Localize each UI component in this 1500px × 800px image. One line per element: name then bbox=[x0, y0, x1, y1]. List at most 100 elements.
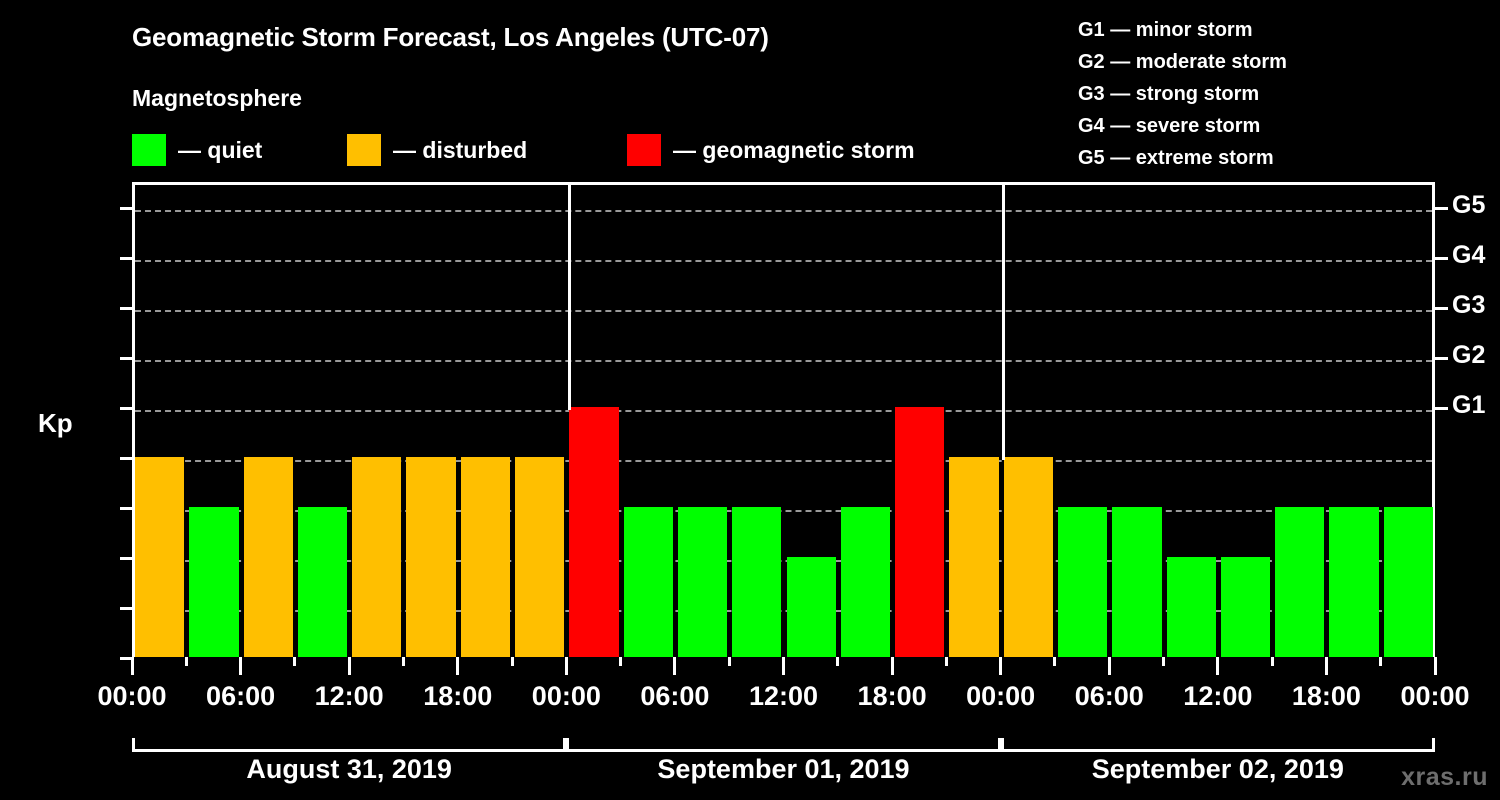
x-tick-label: 00:00 bbox=[1400, 681, 1470, 711]
y-tick-mark bbox=[120, 207, 133, 210]
x-tick-major bbox=[1433, 657, 1437, 675]
day-divider bbox=[1002, 185, 1006, 460]
x-tick-minor bbox=[1162, 657, 1166, 666]
g-tick-mark bbox=[1435, 307, 1448, 310]
kp-bar bbox=[732, 507, 782, 657]
bars-layer bbox=[135, 185, 1433, 657]
kp-bar bbox=[677, 507, 728, 657]
kp-bar bbox=[243, 457, 293, 657]
kp-bar bbox=[406, 457, 456, 657]
x-tick-label: 00:00 bbox=[97, 681, 167, 711]
gridline bbox=[135, 610, 1432, 612]
gridline bbox=[135, 510, 1432, 512]
x-tick-major bbox=[1107, 657, 1111, 675]
g-scale-row: G5 — extreme storm bbox=[1078, 147, 1274, 169]
x-tick-minor bbox=[1379, 657, 1383, 666]
x-tick-major bbox=[1324, 657, 1328, 675]
kp-bar bbox=[1003, 457, 1053, 657]
x-tick-major bbox=[564, 657, 568, 675]
y-axis-title: Kp bbox=[38, 408, 73, 438]
x-tick-label: 18:00 bbox=[1291, 681, 1361, 711]
g-scale-row: G3 — strong storm bbox=[1078, 83, 1260, 105]
kp-bar bbox=[352, 457, 402, 657]
kp-bar bbox=[949, 457, 999, 657]
y-tick-mark bbox=[120, 507, 133, 510]
g-scale-row: G1 — minor storm bbox=[1078, 19, 1253, 41]
g-tick-mark bbox=[1435, 257, 1448, 260]
date-bracket bbox=[1000, 738, 1435, 752]
kp-bar bbox=[135, 457, 185, 657]
x-tick-minor bbox=[619, 657, 623, 666]
y-tick-mark bbox=[120, 257, 133, 260]
legend-entry: — geomagnetic storm bbox=[627, 133, 915, 167]
magnetosphere-heading: Magnetosphere bbox=[132, 85, 302, 111]
x-tick-major bbox=[673, 657, 677, 675]
x-tick-label: 06:00 bbox=[1074, 681, 1144, 711]
date-bracket bbox=[566, 738, 1001, 752]
y-tick-mark bbox=[120, 607, 133, 610]
x-tick-label: 18:00 bbox=[423, 681, 493, 711]
x-tick-label: 12:00 bbox=[314, 681, 384, 711]
y-tick-mark bbox=[120, 657, 133, 660]
g-tick-label: G3 bbox=[1452, 291, 1486, 319]
gridline bbox=[135, 410, 1432, 412]
x-tick-minor bbox=[1270, 657, 1274, 666]
x-tick-major bbox=[239, 657, 243, 675]
x-tick-label: 00:00 bbox=[966, 681, 1036, 711]
x-tick-major bbox=[782, 657, 785, 675]
date-label: September 02, 2019 bbox=[1091, 754, 1344, 784]
date-bracket bbox=[132, 738, 567, 752]
x-tick-label: 00:00 bbox=[531, 681, 601, 711]
gridline bbox=[135, 310, 1432, 312]
kp-bar bbox=[840, 507, 891, 657]
gridline bbox=[135, 460, 1432, 462]
g-tick-mark bbox=[1435, 357, 1448, 360]
kp-bar bbox=[1329, 507, 1379, 657]
legend-label: — geomagnetic storm bbox=[673, 136, 915, 163]
g-scale-row: G2 — moderate storm bbox=[1078, 51, 1287, 73]
quiet-swatch bbox=[132, 134, 166, 166]
legend-label: — quiet bbox=[178, 136, 263, 163]
kp-bar bbox=[1383, 507, 1433, 657]
plot-area bbox=[132, 182, 1435, 657]
x-tick-minor bbox=[836, 657, 840, 666]
x-tick-label: 06:00 bbox=[206, 681, 276, 711]
gridline bbox=[135, 210, 1432, 212]
kp-bar bbox=[1057, 507, 1108, 657]
kp-bar bbox=[1112, 507, 1162, 657]
kp-bar bbox=[297, 507, 348, 657]
x-tick-major bbox=[999, 657, 1003, 675]
y-tick-mark bbox=[120, 357, 133, 360]
kp-bar bbox=[895, 407, 945, 657]
gridline bbox=[135, 560, 1432, 562]
kp-bar bbox=[460, 457, 511, 657]
x-tick-minor bbox=[727, 657, 731, 666]
x-tick-major bbox=[130, 657, 134, 675]
g-scale-legend: G1 — minor storm G2 — moderate storm G3 — … bbox=[1078, 14, 1287, 174]
gridline bbox=[135, 260, 1432, 262]
g-tick-label: G5 bbox=[1452, 191, 1486, 219]
kp-bar bbox=[1220, 557, 1271, 657]
x-tick-label: 18:00 bbox=[857, 681, 927, 711]
legend-entry: — quiet bbox=[132, 133, 262, 167]
x-tick-major bbox=[347, 657, 351, 675]
g-tick-mark bbox=[1435, 407, 1448, 410]
x-tick-minor bbox=[401, 657, 405, 666]
x-tick-minor bbox=[944, 657, 948, 666]
g-tick-label: G2 bbox=[1452, 341, 1486, 369]
g-tick-label: G1 bbox=[1452, 391, 1486, 419]
y-tick-mark bbox=[120, 457, 133, 460]
x-tick-minor bbox=[293, 657, 297, 666]
y-tick-mark bbox=[120, 557, 133, 560]
legend-entry: — disturbed bbox=[347, 133, 527, 167]
y-tick-mark bbox=[120, 407, 133, 410]
x-tick-minor bbox=[510, 657, 514, 666]
x-tick-major bbox=[456, 657, 460, 675]
disturbed-swatch bbox=[347, 134, 381, 166]
kp-bar bbox=[623, 507, 673, 657]
day-divider bbox=[567, 185, 571, 410]
date-label: September 01, 2019 bbox=[657, 754, 910, 784]
x-tick-label: 12:00 bbox=[748, 681, 819, 711]
x-tick-label: 06:00 bbox=[640, 681, 710, 711]
gridline bbox=[135, 360, 1432, 362]
